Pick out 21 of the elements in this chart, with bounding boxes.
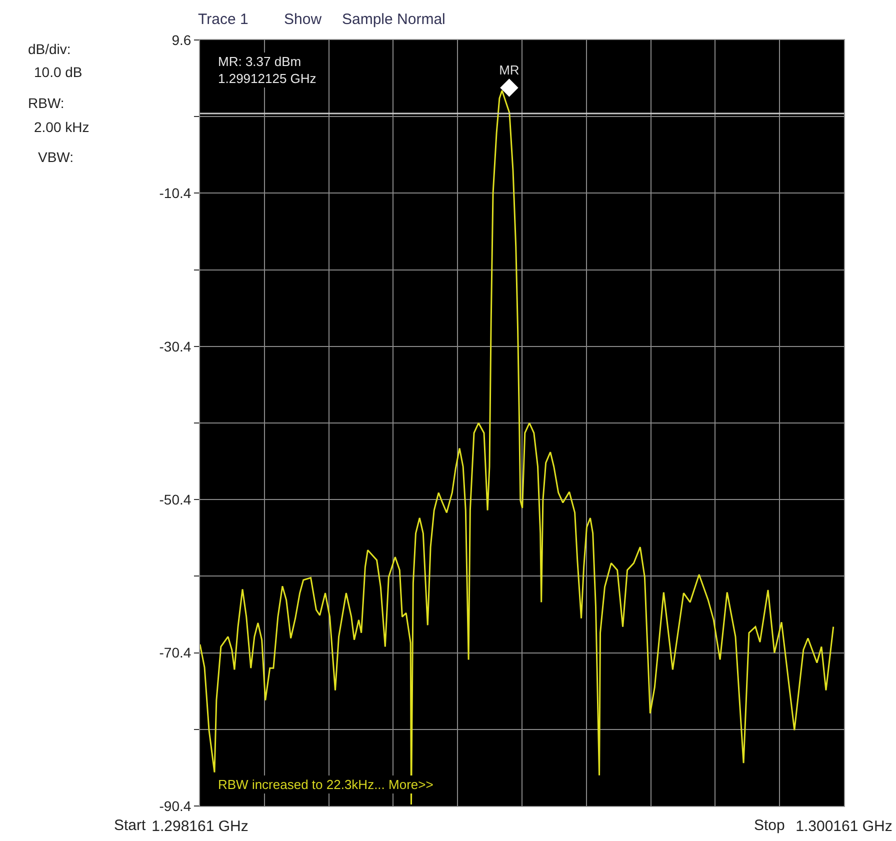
y-tick-label: -70.4	[159, 644, 192, 661]
text: VBW:	[38, 149, 74, 165]
text: Start	[114, 817, 147, 834]
text: Sample Normal	[342, 11, 446, 28]
series-label: MR	[499, 62, 520, 78]
x-tick-label: 1.300161 GHz	[796, 818, 892, 835]
annotation: RBW increased to 22.3kHz... More>>	[218, 777, 434, 792]
text: Trace 1	[198, 11, 248, 28]
text: Stop	[754, 817, 785, 834]
text: dB/div:	[28, 41, 71, 57]
y-tick-label: 9.6	[172, 32, 192, 48]
text: RBW:	[28, 95, 64, 111]
y-tick-label: -90.4	[159, 798, 192, 814]
y-tick-label: -50.4	[159, 492, 192, 508]
text: Show	[284, 11, 322, 28]
y-tick-label: -30.4	[159, 338, 192, 354]
annotation: MR: 3.37 dBm 1.29912125 GHz	[218, 54, 316, 86]
y-tick-label: -10.4	[159, 185, 192, 202]
text: 2.00 kHz	[34, 119, 90, 135]
x-tick-label: 1.298161 GHz	[152, 818, 248, 835]
text: 10.0 dB	[34, 64, 82, 80]
